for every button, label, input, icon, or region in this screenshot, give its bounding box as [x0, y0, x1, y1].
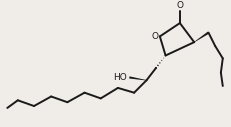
- Polygon shape: [193, 32, 208, 42]
- Text: O: O: [176, 1, 182, 10]
- Text: O: O: [151, 32, 158, 41]
- Text: HO: HO: [112, 73, 126, 82]
- Polygon shape: [129, 76, 146, 81]
